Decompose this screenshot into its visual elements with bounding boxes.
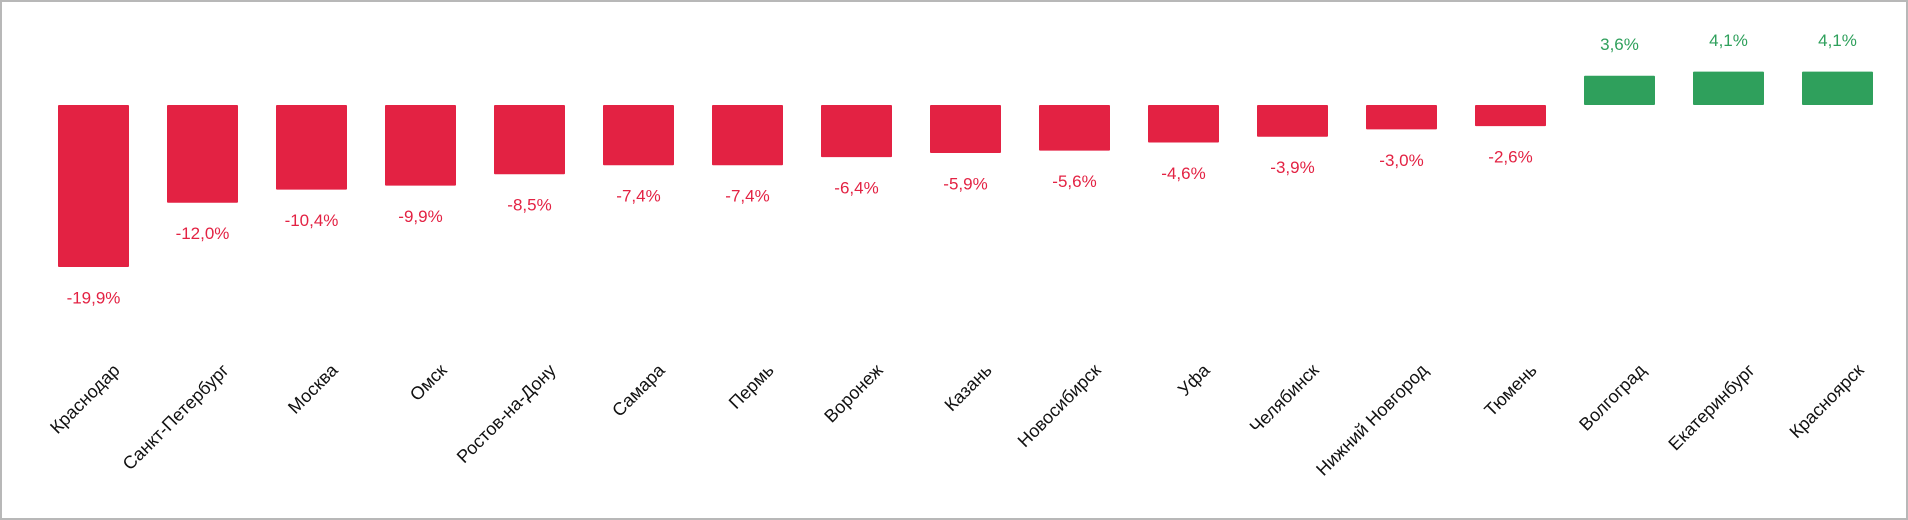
x-tick-label: Санкт-Петербург [119, 360, 233, 474]
x-tick-label: Ростов-на-Дону [453, 360, 560, 467]
bar [1039, 105, 1110, 151]
x-tick-label: Краснодар [46, 360, 123, 437]
value-label: -2,6% [1488, 148, 1532, 167]
value-label: -7,4% [616, 187, 660, 206]
bar [1148, 105, 1219, 143]
value-label: 4,1% [1818, 31, 1857, 50]
bar [385, 105, 456, 186]
x-tick-label: Волгоград [1575, 360, 1650, 435]
x-tick-label: Екатеринбург [1664, 360, 1759, 455]
x-tick-label: Омск [406, 360, 451, 405]
bar [167, 105, 238, 203]
value-label: 3,6% [1600, 35, 1639, 54]
bar [1475, 105, 1546, 127]
bar [1693, 71, 1764, 105]
value-label: -10,4% [285, 211, 339, 230]
bar [821, 105, 892, 158]
x-tick-label: Новосибирск [1014, 360, 1105, 451]
value-label: -3,0% [1379, 151, 1423, 170]
value-label: -5,9% [943, 175, 987, 194]
value-label: -7,4% [725, 187, 769, 206]
x-tick-label: Казань [941, 360, 996, 415]
bar [712, 105, 783, 166]
value-label: -12,0% [176, 224, 230, 243]
x-tick-label: Москва [284, 359, 342, 417]
value-label: -19,9% [67, 288, 121, 307]
bar [1257, 105, 1328, 137]
x-tick-label: Воронеж [820, 360, 886, 426]
value-label: -5,6% [1052, 172, 1096, 191]
x-tick-label: Красноярск [1786, 360, 1868, 442]
value-label: -3,9% [1270, 158, 1314, 177]
bar [276, 105, 347, 190]
x-tick-label: Челябинск [1246, 360, 1323, 437]
value-label: 4,1% [1709, 31, 1748, 50]
value-label: -9,9% [398, 207, 442, 226]
value-label: -4,6% [1161, 164, 1205, 183]
x-tick-label: Нижний Новгород [1312, 360, 1432, 480]
x-tick-label: Тюмень [1480, 360, 1540, 420]
bar [603, 105, 674, 166]
bar [494, 105, 565, 175]
bar [58, 105, 129, 267]
x-tick-label: Пермь [725, 360, 778, 413]
bar [930, 105, 1001, 154]
value-label: -6,4% [834, 179, 878, 198]
x-tick-label: Уфа [1174, 359, 1214, 399]
x-tick-label: Самара [608, 359, 669, 420]
value-label: -8,5% [507, 196, 551, 215]
bar [1366, 105, 1437, 130]
bar [1584, 75, 1655, 105]
bar [1802, 71, 1873, 105]
